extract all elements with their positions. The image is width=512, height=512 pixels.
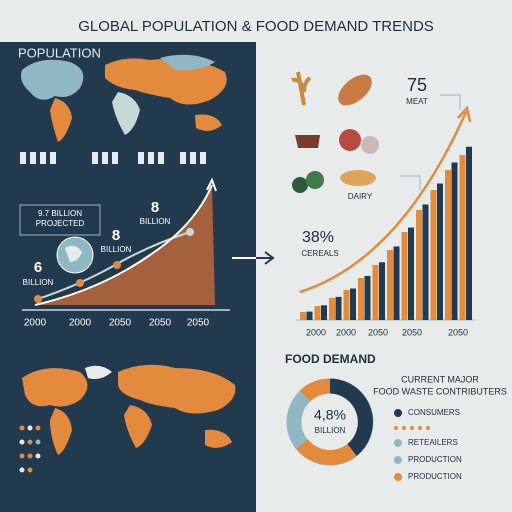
bar xyxy=(422,204,429,320)
mid-number: 8 xyxy=(151,199,159,216)
bar xyxy=(379,262,385,320)
donut xyxy=(286,378,374,466)
arrow xyxy=(232,251,275,265)
bar xyxy=(358,278,364,320)
start-number: 6 xyxy=(34,259,42,276)
bar xyxy=(466,146,472,320)
bar xyxy=(430,190,437,320)
bar xyxy=(437,183,443,320)
bar xyxy=(445,170,451,320)
bar xyxy=(408,227,414,320)
bar xyxy=(451,162,458,320)
dairy-label: DAIRY xyxy=(348,192,373,201)
donut-unit: BILLION xyxy=(315,426,346,435)
start-unit: BILLION xyxy=(23,278,54,287)
world-map-top xyxy=(21,54,227,142)
demand-heading: FOOD DEMAND xyxy=(285,352,376,366)
donut-number: 4,8% xyxy=(314,407,346,423)
mid-number: 8 xyxy=(112,227,120,244)
mid-unit: BILLION xyxy=(140,217,171,226)
year-label: 2000 xyxy=(306,327,326,337)
bar xyxy=(343,290,350,320)
legend-swatches xyxy=(394,409,430,481)
year-label: 2050 xyxy=(402,327,422,337)
bar xyxy=(306,311,313,320)
people-icons xyxy=(20,152,206,164)
bar xyxy=(300,312,306,320)
year-label: 2050 xyxy=(448,327,468,337)
year-label: 2000 xyxy=(336,327,356,337)
population-heading: POPULATION xyxy=(18,45,101,60)
mid-unit: BILLION xyxy=(101,245,132,254)
cereals-label: CEREALS xyxy=(301,249,338,258)
demand-subtitle: CURRENT MAJOR xyxy=(401,374,479,384)
title: GLOBAL POPULATION & FOOD DEMAND TRENDS xyxy=(78,18,434,35)
bar xyxy=(401,232,408,320)
bar xyxy=(393,246,400,320)
trend-arrow xyxy=(457,105,472,123)
bar xyxy=(321,305,327,320)
bar-chart xyxy=(296,146,475,321)
world-map-bottom xyxy=(19,364,236,473)
year-label: 2000 xyxy=(69,318,92,329)
year-label: 2050 xyxy=(368,327,388,337)
meat-label: MEAT xyxy=(406,97,428,106)
meat-number: 75 xyxy=(407,75,427,95)
food-icons xyxy=(291,71,461,193)
bar xyxy=(416,210,422,320)
legend-label: PRODUCTION xyxy=(408,455,462,464)
year-label: 2000 xyxy=(24,318,47,329)
trend-line xyxy=(299,111,468,294)
legend-label: CONSUMERS xyxy=(408,408,460,417)
bar xyxy=(364,275,371,320)
bar xyxy=(329,298,335,320)
bar xyxy=(372,265,379,320)
bar xyxy=(387,250,393,320)
bar xyxy=(335,296,342,320)
bar xyxy=(350,288,356,320)
projection-line: PROJECTED xyxy=(36,219,85,228)
legend-label: PRODUCTION xyxy=(408,472,462,481)
year-label: 2050 xyxy=(109,318,132,329)
population-area xyxy=(19,177,230,311)
projection-line: 9.7 BILLION xyxy=(38,209,82,218)
bar xyxy=(459,155,466,320)
year-label: 2050 xyxy=(149,318,172,329)
bar xyxy=(314,306,321,320)
cereals-number: 38% xyxy=(302,229,334,246)
demand-subtitle: FOOD WASTE CONTRIBUTERS xyxy=(373,386,507,396)
year-label: 2050 xyxy=(187,318,210,329)
legend-label: RETEAILERS xyxy=(408,438,458,447)
